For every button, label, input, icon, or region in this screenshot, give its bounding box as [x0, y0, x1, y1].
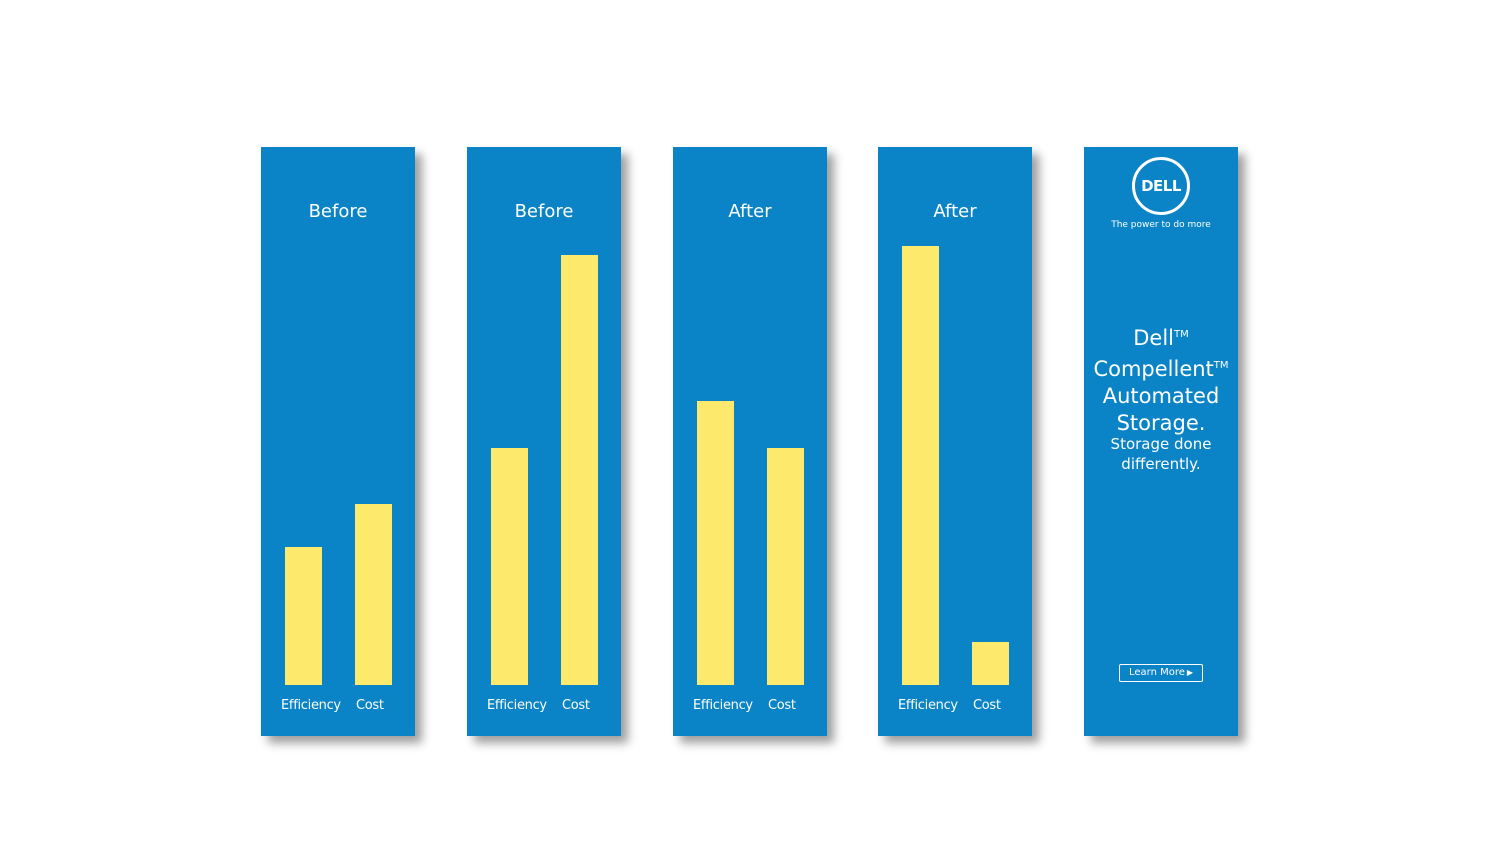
chart-2-title: Before: [514, 201, 574, 222]
chart-2-label-cost: Cost: [562, 698, 590, 713]
headline-line: CompellentTM: [1093, 357, 1229, 381]
headline: DellTM CompellentTM Automated Storage.: [1084, 321, 1238, 437]
headline-line: DellTM: [1133, 326, 1189, 350]
learn-more-label: Learn More: [1128, 667, 1185, 678]
chart-1-bar-cost: [355, 504, 392, 685]
headline-line: Storage.: [1116, 411, 1206, 435]
learn-more-button[interactable]: Learn More ▶: [1119, 664, 1203, 682]
chart-4-label-cost: Cost: [973, 698, 1001, 713]
subline-line: Storage done: [1110, 435, 1212, 453]
chart-3-bar-efficiency: [697, 401, 734, 685]
play-arrow-icon: ▶: [1186, 668, 1194, 677]
chart-2-bar-cost: [561, 255, 598, 685]
chart-2-label-efficiency: Efficiency: [487, 698, 547, 713]
chart-1-title: Before: [308, 201, 368, 222]
tagline: The power to do more: [1111, 220, 1211, 230]
chart-1-label-cost: Cost: [356, 698, 384, 713]
chart-3-label-efficiency: Efficiency: [693, 698, 753, 713]
chart-4-title: After: [933, 201, 977, 222]
chart-4-label-efficiency: Efficiency: [898, 698, 958, 713]
chart-3-bar-cost: [767, 448, 804, 685]
chart-4-bar-cost: [972, 642, 1009, 685]
headline-line: Automated: [1102, 384, 1220, 408]
chart-3-title: After: [728, 201, 772, 222]
dell-logo-icon: DELL: [1132, 157, 1190, 215]
subline-line: differently.: [1121, 455, 1201, 473]
chart-1-bar-efficiency: [285, 547, 322, 685]
chart-1-label-efficiency: Efficiency: [281, 698, 341, 713]
subline: Storage done differently.: [1084, 434, 1238, 474]
chart-3-label-cost: Cost: [768, 698, 796, 713]
chart-2-bar-efficiency: [491, 448, 528, 685]
dell-logo-text: DELL: [1141, 177, 1181, 195]
dell-ad-panel: DELL The power to do more DellTM Compell…: [1084, 147, 1238, 736]
chart-4-bar-efficiency: [902, 246, 939, 685]
